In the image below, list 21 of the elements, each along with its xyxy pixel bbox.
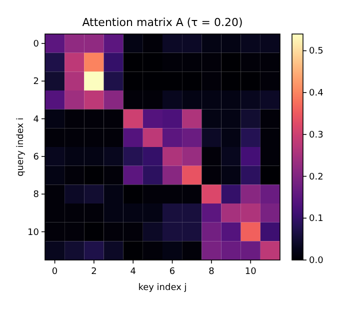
x-tick-label: 4	[130, 267, 136, 277]
color-bar-label: 0.3	[309, 130, 324, 140]
color-bar-label: 0.1	[309, 214, 324, 224]
chart-title: Attention matrix A (τ = 0.20)	[82, 16, 243, 29]
color-bar-label: 0.4	[309, 88, 324, 99]
color-bar-label: 0.0	[309, 256, 324, 266]
y-tick-label: 4	[33, 114, 40, 125]
y-tick-label: 10	[28, 228, 40, 238]
x-tick-label: 2	[91, 267, 97, 277]
x-tick-label: 0	[52, 267, 58, 277]
x-tick-label: 8	[208, 267, 215, 277]
x-axis-title: key index j	[138, 283, 187, 293]
x-tick-label: 6	[169, 267, 176, 277]
y-tick-label: 8	[33, 190, 40, 200]
color-bar-label: 0.5	[309, 46, 324, 57]
y-tick-label: 6	[33, 152, 40, 162]
x-tick-label: 10	[244, 267, 257, 277]
y-tick-label: 0	[33, 39, 40, 50]
y-axis-title: query index i	[16, 118, 26, 176]
color-bar-label: 0.2	[309, 172, 324, 182]
y-tick-label: 2	[33, 77, 39, 88]
